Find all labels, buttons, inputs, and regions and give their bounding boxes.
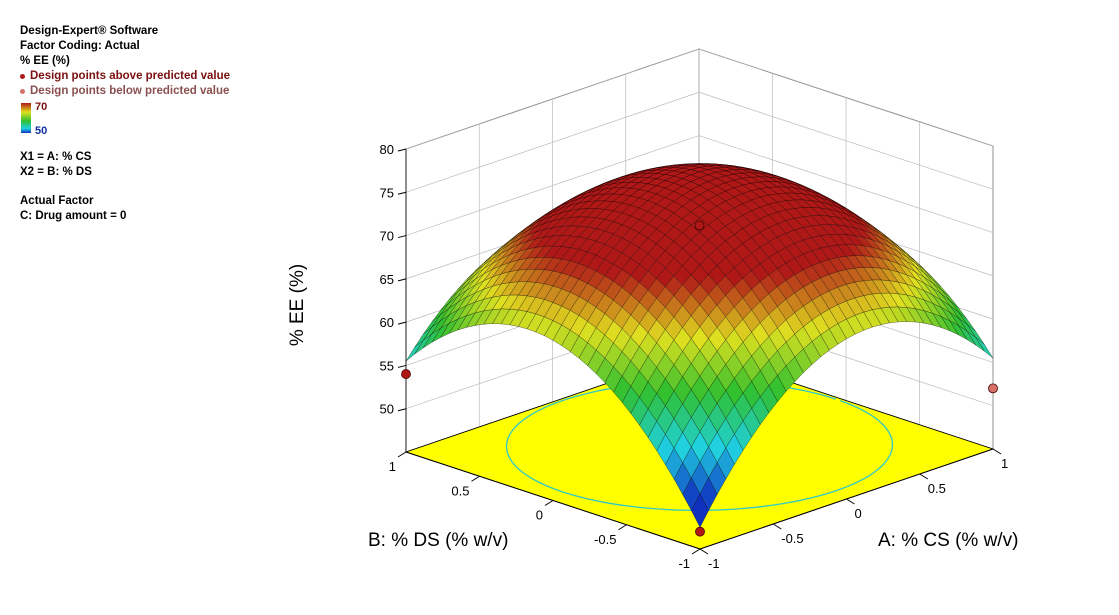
legend-below-label: Design points below predicted value [30,85,230,97]
legend-above-label: Design points above predicted value [30,70,231,82]
design-points [401,220,998,537]
z-tick [397,235,407,239]
y-tick-label: -0.5 [594,532,616,547]
colorbar-max: 70 [35,101,48,113]
z-tick [397,408,407,412]
z-tick-label: 50 [380,402,394,417]
x-tick-label: 0 [855,506,862,521]
software-name: Design-Expert® Software [20,25,159,37]
x-tick [919,473,929,480]
y-tick [471,475,480,482]
x-tick [992,448,1002,455]
factor-x2: X2 = B: % DS [20,166,92,178]
z-tick [397,278,407,282]
z-tick [397,191,407,195]
y-tick-label: 0 [536,508,543,523]
legend-above: Design points above predicted value [20,69,230,84]
color-scale: 70 50 [21,100,230,137]
x-tick-label: 0.5 [928,481,946,496]
x-tick-label: 1 [1001,456,1008,471]
y-axis-title: B: % DS (% w/v) [368,530,508,551]
y-tick [397,451,407,458]
design-point [401,369,411,379]
factor-x1: X1 = A: % CS [20,151,92,163]
design-point [695,526,705,537]
response-name: % EE (%) [20,55,70,67]
z-tick-label: 60 [380,315,394,330]
surface-cell [691,493,709,528]
below-point-icon [20,89,25,94]
z-tick-label: 65 [380,272,394,287]
y-tick [691,548,701,555]
x-tick [846,498,855,505]
x-tick-label: -0.5 [781,531,803,546]
actual-factor-title: Actual Factor [20,195,94,207]
axes: -1 -0.5 0 0.5 1 -1 -0.5 0 0.5 1 50 55 60 65 70 75 80 [380,142,1009,571]
z-tick [397,321,407,325]
x-tick-label: -1 [708,556,720,571]
actual-factor-value: C: Drug amount = 0 [20,210,127,222]
z-tick-label: 55 [380,358,394,373]
x-tick [772,523,782,530]
design-point [988,383,998,394]
y-tick [544,500,554,506]
z-tick [397,364,407,368]
z-tick-label: 80 [380,142,394,157]
colorbar-min: 50 [35,125,48,137]
y-tick-label: 0.5 [451,483,469,498]
y-tick-label: -1 [678,556,690,571]
x-axis-title: A: % CS (% w/v) [878,530,1018,551]
y-tick [618,524,627,531]
x-tick [699,548,709,555]
colorbar-icon [21,103,31,133]
response-surface [405,163,994,528]
z-axis-title: % EE (%) [287,264,308,346]
factor-coding: Factor Coding: Actual [20,40,140,52]
z-tick-label: 75 [380,185,394,200]
legend-below: Design points below predicted value [20,84,230,99]
above-point-icon [20,74,25,79]
z-tick-label: 70 [380,229,394,244]
design-point [694,220,705,231]
y-tick-label: 1 [389,459,396,474]
z-tick [397,148,407,152]
legend: Design-Expert® Software Factor Coding: A… [20,24,230,224]
